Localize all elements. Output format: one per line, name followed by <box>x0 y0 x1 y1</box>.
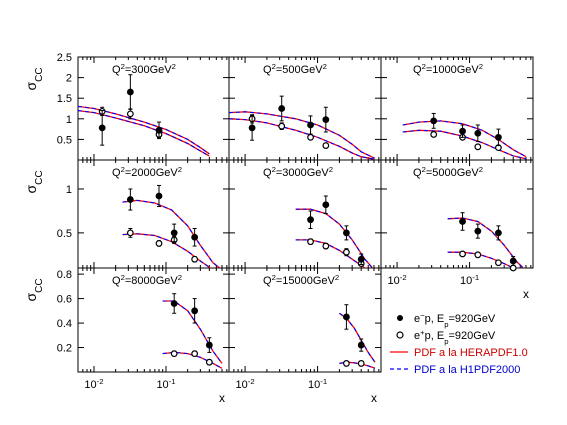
point-em <box>495 229 502 237</box>
y-tick-label: 2 <box>66 73 72 85</box>
x-axis-label: x <box>219 391 225 405</box>
point-ep <box>343 360 350 367</box>
point-em <box>357 255 365 263</box>
curve-h1pdf-ep <box>402 129 527 160</box>
q2-label: Q2=15000GeV2 <box>263 273 339 288</box>
point-ep <box>357 360 365 367</box>
legend-label-h1: PDF a la H1PDF2000 <box>414 364 520 376</box>
point-em <box>126 88 134 96</box>
point-ep <box>430 131 438 138</box>
point-ep <box>307 238 314 246</box>
y-tick-label: 2.5 <box>57 52 72 64</box>
x-axis-label: x <box>523 287 529 301</box>
point-em <box>278 105 286 112</box>
point-em <box>155 126 163 134</box>
point-ep <box>278 122 286 130</box>
y-tick-label: 1.5 <box>57 93 72 105</box>
legend-label-em: e−p, Ep=920GeV <box>414 311 496 329</box>
point-ep <box>126 110 134 118</box>
point-ep <box>191 350 199 358</box>
point-ep <box>170 350 178 358</box>
curve-h1pdf-em <box>339 312 376 363</box>
point-ep <box>459 250 466 258</box>
point-em <box>459 218 466 225</box>
curve-h1pdf-ep <box>78 110 210 157</box>
point-em <box>430 117 438 125</box>
point-em <box>474 129 482 137</box>
curve-herapdf-ep <box>78 109 210 157</box>
point-ep <box>322 242 330 250</box>
point-ep <box>205 358 213 366</box>
point-ep <box>495 259 502 267</box>
point-em <box>191 307 199 315</box>
q2-label: Q2=5000GeV2 <box>413 165 483 180</box>
q2-label: Q2=2000GeV2 <box>112 165 182 180</box>
q2-label: Q2=500GeV2 <box>263 62 327 77</box>
curve-h1pdf-em <box>122 199 221 268</box>
legend-marker-em <box>397 315 403 321</box>
point-ep <box>474 143 482 151</box>
curve-h1pdf-em <box>229 111 375 159</box>
point-em <box>474 227 482 235</box>
q2-label: Q2=300GeV2 <box>112 62 176 77</box>
y-tick-label: 0.8 <box>57 269 72 281</box>
point-ep <box>307 133 314 141</box>
x-tick-label: 10-2 <box>388 273 407 288</box>
legend-label-ep: e+p, Ep=920GeV <box>414 328 496 346</box>
point-em <box>509 257 517 265</box>
curve-h1pdf-em <box>295 208 374 268</box>
curve-h1pdf-em <box>402 120 527 158</box>
y-tick-label: 0.5 <box>57 228 72 240</box>
point-em <box>248 124 256 132</box>
legend-marker-ep <box>396 331 404 339</box>
y-tick-label: 0.2 <box>57 343 72 355</box>
point-em <box>343 229 350 237</box>
y-axis-label: σCC <box>23 67 45 90</box>
point-em <box>322 201 330 209</box>
curve-h1pdf-ep <box>122 233 212 268</box>
y-axis-label: σCC <box>23 170 45 193</box>
y-tick-label: 0.4 <box>57 318 72 330</box>
point-ep <box>474 251 482 259</box>
y-tick-label: 1 <box>66 184 72 196</box>
x-tick-label: 10-2 <box>236 377 255 392</box>
point-em <box>155 192 163 200</box>
curve-h1pdf-ep <box>339 361 376 369</box>
y-tick-label: 0.6 <box>57 294 72 306</box>
point-em <box>205 341 213 349</box>
x-tick-label: 10-1 <box>308 377 327 392</box>
y-tick-label: 0.5 <box>57 134 72 146</box>
point-em <box>357 341 365 349</box>
legend-label-hera: PDF a la HERAPDF1.0 <box>414 347 528 359</box>
point-em <box>459 127 466 135</box>
q2-label: Q2=3000GeV2 <box>263 165 333 180</box>
point-ep <box>322 142 330 149</box>
point-ep <box>155 240 163 247</box>
x-axis-label: x <box>371 391 377 405</box>
x-tick-label: 10-1 <box>156 377 175 392</box>
point-em <box>170 300 178 307</box>
point-em <box>98 124 106 132</box>
point-em <box>495 133 502 141</box>
point-em <box>322 116 330 124</box>
q2-label: Q2=1000GeV2 <box>413 62 483 77</box>
point-ep <box>343 248 350 256</box>
y-tick-label: 1 <box>66 114 72 126</box>
x-tick-label: 10-1 <box>460 273 479 288</box>
x-tick-label: 10-2 <box>84 377 103 392</box>
point-em <box>170 229 178 237</box>
q2-label: Q2=8000GeV2 <box>112 273 182 288</box>
y-axis-label: σCC <box>23 278 45 301</box>
point-ep <box>509 264 517 272</box>
point-em <box>126 196 134 203</box>
point-ep <box>126 229 134 237</box>
point-em <box>191 233 199 241</box>
point-em <box>307 121 314 129</box>
point-ep <box>191 255 199 263</box>
point-em <box>307 216 314 224</box>
point-em <box>343 313 350 321</box>
curve-h1pdf-em <box>78 105 210 155</box>
